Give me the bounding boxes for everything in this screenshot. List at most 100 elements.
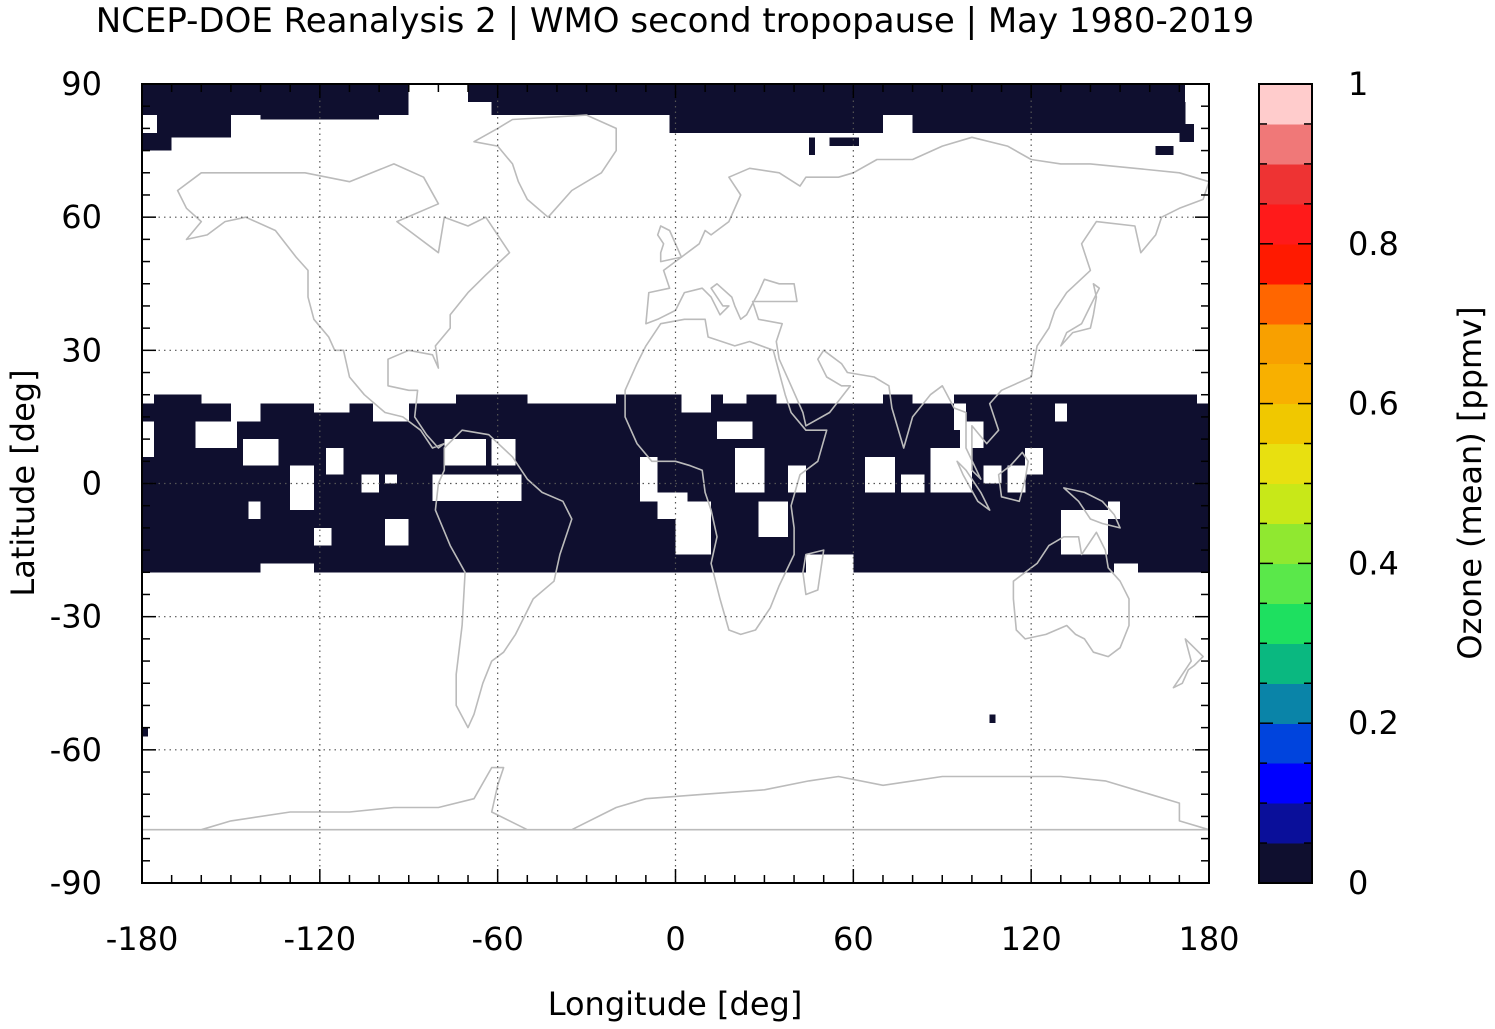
y-axis-title: Latitude [deg] xyxy=(4,369,42,596)
heatmap-missing-cell xyxy=(788,465,806,493)
heatmap-missing-cell xyxy=(1197,394,1209,404)
coastline xyxy=(956,460,991,511)
colorbar-swatch xyxy=(1259,123,1312,165)
heatmap-missing-cell xyxy=(444,439,463,466)
heatmap-missing-cell xyxy=(527,394,617,404)
heatmap-missing-cell xyxy=(1054,403,1067,422)
heatmap-missing-cell xyxy=(242,439,279,466)
colorbar-swatch xyxy=(1259,843,1312,884)
heatmap-missing-cell xyxy=(1025,448,1043,475)
coastline xyxy=(656,225,683,263)
coastline xyxy=(1063,487,1121,529)
heatmap-missing-cell xyxy=(865,456,895,493)
colorbar-swatch xyxy=(1259,403,1312,445)
colorbar-tick-label: 0.4 xyxy=(1348,544,1399,582)
heatmap-cell xyxy=(1179,124,1195,142)
colorbar-swatch xyxy=(1259,363,1312,405)
colorbar-swatch xyxy=(1259,763,1312,804)
heatmap-missing-cell xyxy=(379,394,457,404)
heatmap-missing-cell xyxy=(142,394,154,404)
heatmap-missing-cell xyxy=(776,394,883,404)
colorbar-swatch xyxy=(1259,243,1312,285)
heatmap-missing-cell xyxy=(717,421,753,440)
heatmap-missing-cell xyxy=(201,394,380,404)
y-tick-label: -30 xyxy=(50,598,102,636)
colorbar-tick-label: 0.2 xyxy=(1348,704,1399,742)
heatmap-cell xyxy=(1155,146,1174,155)
colorbar-swatch xyxy=(1259,483,1312,524)
colorbar-swatch xyxy=(1259,323,1312,365)
colorbar-tick-label: 0.8 xyxy=(1348,225,1399,263)
heatmap-missing-cell xyxy=(1114,563,1138,573)
colorbar-swatch xyxy=(1259,443,1312,484)
colorbar-swatch xyxy=(1259,643,1312,684)
coastline xyxy=(1012,531,1130,658)
y-tick-label: -90 xyxy=(50,864,102,902)
coastline xyxy=(1060,283,1101,347)
colorbar-tick-label: 1 xyxy=(1348,65,1368,103)
heatmap-missing-cell xyxy=(734,448,765,493)
coastline xyxy=(176,163,511,449)
heatmap-missing-cell xyxy=(260,563,314,573)
x-axis-title: Longitude [deg] xyxy=(548,985,803,1023)
colorbar-swatch xyxy=(1259,803,1312,844)
y-tick-label: 60 xyxy=(61,198,102,236)
y-tick-label: -60 xyxy=(50,731,102,769)
y-tick-label: 90 xyxy=(61,65,102,103)
heatmap-missing-cell xyxy=(248,501,261,520)
heatmap-cell xyxy=(156,115,231,138)
colorbar-swatch xyxy=(1259,203,1312,245)
x-tick-label: -180 xyxy=(106,920,179,958)
x-tick-label: -120 xyxy=(284,920,357,958)
chart-title: NCEP-DOE Reanalysis 2 | WMO second tropo… xyxy=(95,1,1255,41)
heatmap-missing-cell xyxy=(954,403,966,431)
heatmap-missing-cell xyxy=(361,474,380,493)
heatmap-missing-cell xyxy=(1108,501,1121,520)
heatmap-missing-cell xyxy=(657,492,688,519)
heatmap-layer xyxy=(142,84,1209,737)
axis-labels: -180 -120 -60 0 60 120 180 90 60 30 0 -30 -60 -90 xyxy=(50,65,1240,958)
colorbar-tick-label: 0.6 xyxy=(1348,385,1399,423)
heatmap-cell xyxy=(142,727,148,737)
heatmap-missing-cell xyxy=(313,527,332,546)
heatmap-missing-cell xyxy=(313,403,350,413)
colorbar-swatch xyxy=(1259,563,1312,604)
colorbar-swatch xyxy=(1259,283,1312,325)
colorbar-swatch xyxy=(1259,84,1312,125)
coastline xyxy=(624,318,828,636)
heatmap-cell xyxy=(669,115,883,133)
heatmap-cell xyxy=(260,101,380,120)
heatmap-missing-cell xyxy=(758,501,789,537)
heatmap-missing-cell xyxy=(681,394,711,413)
colorbar-tick-label: 0 xyxy=(1348,864,1368,902)
colorbar-swatch xyxy=(1259,723,1312,764)
coastline xyxy=(1172,638,1204,689)
heatmap-missing-cell xyxy=(1007,465,1026,493)
heatmap-missing-cell xyxy=(639,456,658,502)
x-tick-label: 120 xyxy=(1001,920,1062,958)
heatmap-missing-cell xyxy=(722,394,747,404)
colorbar-swatch xyxy=(1259,163,1312,205)
heatmap-cell xyxy=(912,101,1186,133)
grid-layer xyxy=(142,84,1209,883)
colorbar-swatch xyxy=(1259,603,1312,644)
y-tick-label: 0 xyxy=(82,465,102,503)
tick-layer xyxy=(141,83,1210,884)
plot-frame xyxy=(141,83,1210,884)
heatmap-missing-cell xyxy=(983,465,1002,484)
colorbar-title: Ozone (mean) [ppmv] xyxy=(1451,306,1489,659)
x-tick-label: 0 xyxy=(665,920,685,958)
y-tick-label: 30 xyxy=(61,331,102,369)
heatmap-missing-cell xyxy=(230,403,261,422)
coastline xyxy=(141,766,1210,831)
colorbar-swatch xyxy=(1259,523,1312,564)
heatmap-missing-cell xyxy=(1060,510,1109,555)
heatmap-missing-cell xyxy=(325,448,344,475)
heatmap-cell xyxy=(808,137,815,156)
x-tick-label: 180 xyxy=(1178,920,1239,958)
colorbar: 1 0.8 0.6 0.4 0.2 0 xyxy=(1258,65,1399,902)
coastline xyxy=(473,114,617,218)
heatmap-missing-cell xyxy=(290,465,314,511)
colorbar-swatch xyxy=(1259,683,1312,724)
